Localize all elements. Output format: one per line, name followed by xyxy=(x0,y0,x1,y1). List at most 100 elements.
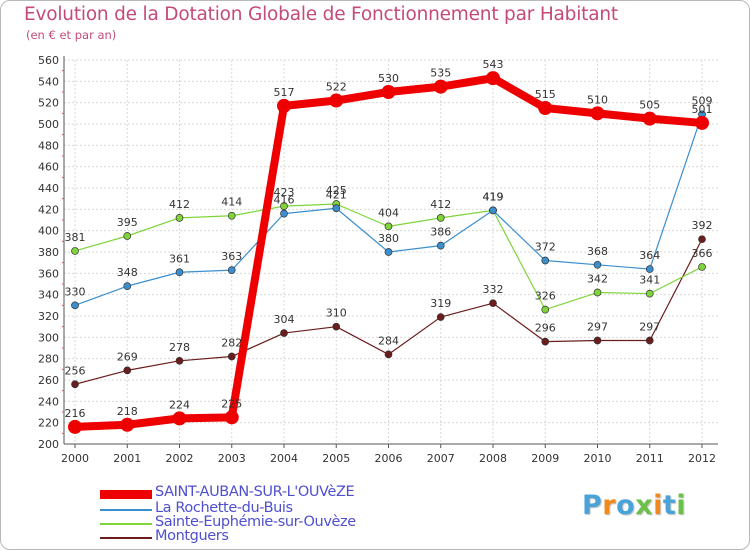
data-label: 364 xyxy=(639,249,660,262)
x-tick-label: 2010 xyxy=(584,452,612,465)
data-point xyxy=(329,93,344,108)
data-label: 392 xyxy=(692,219,713,232)
data-point xyxy=(433,79,448,94)
data-point xyxy=(436,214,445,222)
data-point xyxy=(277,98,291,113)
logo-letter: t xyxy=(662,490,677,521)
data-point xyxy=(698,263,706,271)
logo-letter: r xyxy=(602,490,617,521)
series-group xyxy=(68,71,709,434)
x-axis: 2000 2001 2002 2003 2004 2005 2006 2007 2008 2009… xyxy=(61,444,716,465)
data-point xyxy=(436,313,445,321)
data-label: 342 xyxy=(587,273,608,286)
logo-letter: P xyxy=(582,490,603,521)
data-point xyxy=(280,202,288,210)
data-label: 381 xyxy=(65,231,86,244)
data-point xyxy=(227,352,236,361)
data-point xyxy=(486,71,500,86)
data-label: 380 xyxy=(378,232,399,245)
data-point xyxy=(593,260,602,269)
data-label: 412 xyxy=(169,198,190,211)
y-axis: 200 220 240 260 280 300 320 340 360 380 400 420 440 4… xyxy=(38,54,59,451)
data-point xyxy=(71,301,79,310)
legend-label: Montguers xyxy=(155,528,229,544)
data-label: 505 xyxy=(639,99,660,112)
y-tick-label: 320 xyxy=(38,310,59,323)
y-tick-label: 420 xyxy=(38,203,59,216)
data-point xyxy=(71,380,79,389)
data-point xyxy=(332,322,341,331)
data-label: 269 xyxy=(117,350,138,363)
legend-swatch xyxy=(100,509,152,511)
data-point xyxy=(175,268,184,277)
x-tick-label: 2003 xyxy=(218,452,246,465)
data-label: 319 xyxy=(430,297,451,310)
data-point xyxy=(172,411,187,426)
legend-label: SAINT-AUBAN-SUR-L'OUVèZE xyxy=(155,484,355,500)
data-point xyxy=(541,337,550,346)
data-label: 326 xyxy=(535,290,556,303)
y-tick-label: 260 xyxy=(38,374,59,387)
logo-letter: x xyxy=(635,490,654,521)
y-tick-label: 240 xyxy=(38,395,59,408)
logo-letter: o xyxy=(616,490,636,521)
data-point xyxy=(541,256,550,265)
data-label: 423 xyxy=(274,186,295,199)
data-point xyxy=(593,336,602,345)
data-label: 501 xyxy=(692,103,713,116)
data-label: 366 xyxy=(692,247,713,260)
data-label: 530 xyxy=(378,72,399,85)
data-label: 297 xyxy=(639,321,660,334)
y-tick-label: 280 xyxy=(38,353,59,366)
legend-label: Sainte-Euphémie-sur-Ouvèze xyxy=(155,514,356,530)
y-tick-label: 200 xyxy=(38,438,59,451)
data-point xyxy=(175,214,184,222)
data-label: 348 xyxy=(117,266,138,279)
data-label: 218 xyxy=(117,405,138,418)
legend-swatch xyxy=(100,537,152,539)
data-label: 296 xyxy=(535,322,556,335)
data-label: 304 xyxy=(274,313,295,326)
x-tick-label: 2009 xyxy=(531,452,559,465)
data-label: 543 xyxy=(483,58,504,71)
legend-swatch xyxy=(100,490,152,499)
x-tick-label: 2012 xyxy=(688,452,716,465)
legend-swatch xyxy=(100,523,152,525)
data-label: 510 xyxy=(587,93,608,106)
data-point xyxy=(642,111,657,126)
data-label: 282 xyxy=(221,337,242,350)
x-tick-label: 2006 xyxy=(375,452,403,465)
data-label: 425 xyxy=(326,184,347,197)
data-point xyxy=(590,106,605,121)
data-point xyxy=(227,211,236,220)
data-label: 419 xyxy=(483,190,504,203)
y-tick-label: 440 xyxy=(38,182,59,195)
data-point xyxy=(489,299,497,308)
logo-letter: i xyxy=(653,490,663,521)
data-point xyxy=(645,265,654,273)
data-label: 515 xyxy=(535,88,556,101)
data-label: 414 xyxy=(221,196,242,209)
data-label: 404 xyxy=(378,206,399,219)
legend-label: La Rochette-du-Buis xyxy=(155,500,293,516)
data-label: 330 xyxy=(65,285,86,298)
data-point xyxy=(68,419,82,434)
chart-subtitle: (en € et par an) xyxy=(26,28,117,42)
x-tick-label: 2011 xyxy=(636,452,664,465)
data-point xyxy=(436,241,445,250)
data-point xyxy=(280,329,288,337)
data-label: 412 xyxy=(430,198,451,211)
data-label: 332 xyxy=(483,283,504,296)
y-tick-label: 220 xyxy=(38,417,59,430)
data-label: 216 xyxy=(65,407,86,420)
x-tick-label: 2002 xyxy=(166,452,194,465)
data-label: 419 xyxy=(483,190,504,203)
y-tick-label: 500 xyxy=(38,118,59,131)
data-point xyxy=(695,115,709,130)
data-point xyxy=(384,222,393,231)
y-tick-label: 480 xyxy=(38,139,59,152)
data-point xyxy=(175,356,184,365)
data-label: 284 xyxy=(378,334,399,347)
data-label: 310 xyxy=(326,307,347,320)
data-point xyxy=(224,410,239,425)
